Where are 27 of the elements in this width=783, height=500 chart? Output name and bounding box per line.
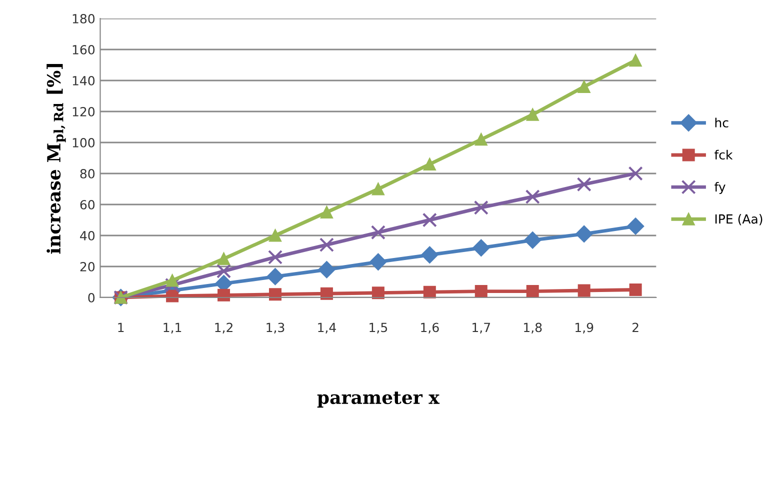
y-tick-label: 20	[80, 262, 95, 272]
x-tick-label: 1	[118, 322, 124, 332]
x-axis-title: parameter x	[317, 392, 440, 408]
y-tick-label: 180	[72, 14, 95, 24]
y-tick-label: 40	[80, 230, 95, 240]
y-tick-label: 80	[80, 168, 95, 178]
legend-label: fy	[714, 182, 726, 194]
legend-label: hc	[715, 118, 728, 128]
y-tick-label: 160	[72, 44, 95, 54]
y-axis-title: increase M$_{pl,Rd}$ [%]	[46, 64, 66, 254]
x-tick-label: 1,3	[266, 322, 284, 334]
legend-label: fck	[714, 150, 733, 160]
legend-label: IPE (Aa)	[715, 214, 762, 226]
x-tick-label: 1,2	[215, 322, 232, 334]
y-tick-label: 60	[80, 200, 95, 210]
y-tick-label: 140	[72, 76, 95, 86]
x-tick-label: 1,7	[472, 322, 490, 334]
x-tick-label: 1,4	[318, 322, 336, 334]
x-tick-label: 1,8	[524, 322, 542, 334]
x-tick-label: 1,6	[421, 322, 439, 334]
x-tick-label: 1,9	[576, 322, 594, 334]
x-tick-label: 1,5	[370, 322, 388, 334]
x-tick-label: 1,1	[164, 322, 182, 334]
y-tick-label: 120	[72, 106, 95, 116]
x-tick-label: 2	[632, 322, 638, 332]
y-tick-label: 100	[72, 138, 95, 148]
y-tick-label: 0	[88, 292, 95, 302]
